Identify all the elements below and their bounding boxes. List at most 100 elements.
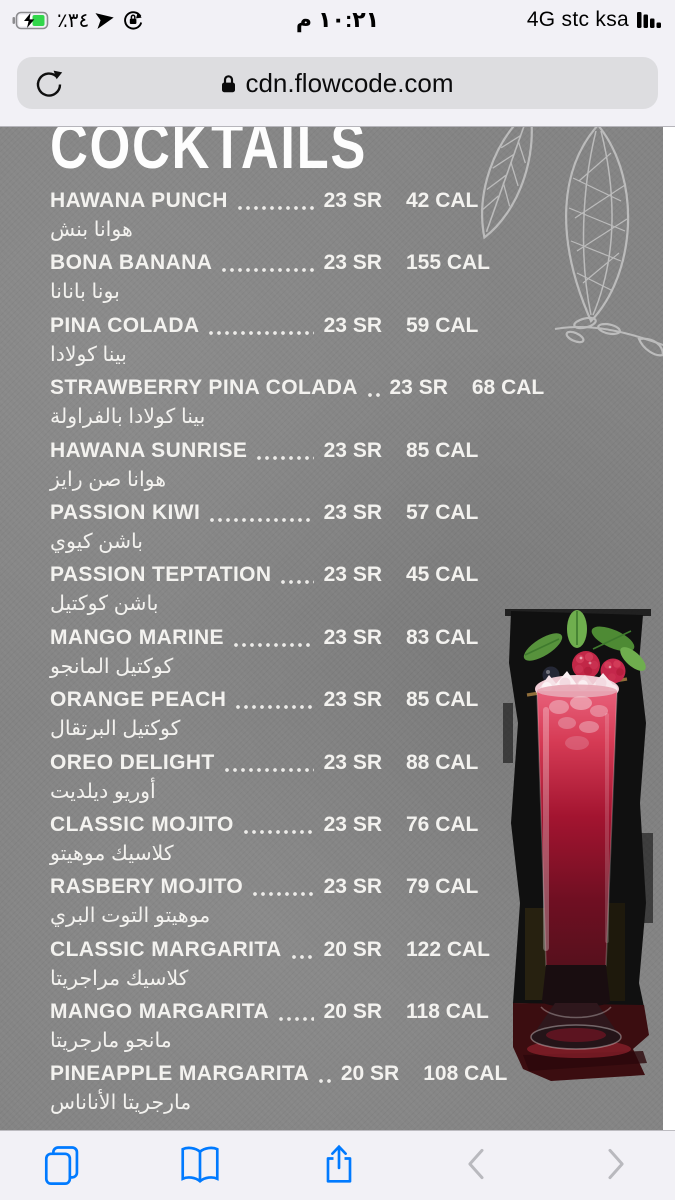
menu-item-name-arabic: مارجريتا الأناناس	[50, 1091, 192, 1115]
menu-item-name: HAWANA PUNCH	[50, 189, 228, 212]
status-bar-left: ٪٣٤	[12, 8, 296, 33]
dotted-leader	[255, 453, 314, 462]
menu-item: PINA COLADA 23 SR 59 CAL بينا كولادا	[50, 314, 490, 376]
berry-garnish	[542, 651, 626, 684]
ice-in-glass	[549, 696, 608, 750]
menu-item-calories: 88 CAL	[406, 750, 479, 774]
menu-item-name-arabic: أوريو ديلديت	[50, 779, 156, 803]
dotted-leader	[317, 1077, 332, 1086]
back-button[interactable]	[453, 1140, 501, 1188]
menu-list: HAWANA PUNCH 23 SR 42 CAL هوانا بنش BONA…	[0, 189, 663, 1125]
dotted-leader	[222, 765, 314, 774]
webpage-menu: COCKTAILS HAWANA PUNCH 23 SR 42 CAL هوان…	[0, 127, 663, 1130]
menu-item-calories: 85 CAL	[406, 688, 479, 712]
dotted-leader	[234, 703, 314, 712]
menu-item-name-arabic: بينا كولادا بالفراولة	[50, 405, 206, 429]
menu-item-calories: 57 CAL	[406, 500, 479, 524]
menu-item-calories: 83 CAL	[406, 625, 479, 649]
page-title: COCKTAILS	[50, 127, 367, 183]
menu-item-line: PASSION KIWI 23 SR 57 CAL	[50, 501, 490, 528]
menu-item-name-arabic: بونا بانانا	[50, 280, 120, 304]
menu-item-price: 23 SR	[323, 875, 382, 899]
menu-item-calories: 42 CAL	[406, 189, 479, 212]
menu-item-name: MANGO MARGARITA	[50, 1000, 270, 1024]
menu-item-line: RASBERY MOJITO 23 SR 79 CAL	[50, 875, 490, 902]
menu-item-name-arabic: باشن كيوي	[50, 529, 144, 553]
menu-item: MANGO MARINE 23 SR 83 CAL كوكتيل المانجو	[50, 626, 490, 688]
bookmarks-button[interactable]	[176, 1140, 224, 1188]
share-icon	[326, 1144, 351, 1183]
dotted-leader	[231, 640, 314, 649]
status-bar-clock: ١٠:٢١ م	[295, 7, 380, 32]
menu-item-price: 23 SR	[323, 500, 382, 524]
tabs-button[interactable]	[38, 1140, 86, 1188]
menu-item: OREO DELIGHT 23 SR 88 CAL أوريو ديلديت	[50, 751, 490, 813]
menu-item-name: PASSION TEPTATION	[50, 563, 272, 587]
reload-button[interactable]	[33, 67, 65, 99]
menu-item-name: PINEAPPLE MARGARITA	[50, 1062, 310, 1086]
menu-item-name-arabic: كلاسيك مراجريتا	[50, 966, 189, 990]
location-arrow-icon	[95, 13, 114, 30]
mint-garnish	[523, 610, 646, 671]
menu-item-name: ORANGE PEACH	[50, 688, 227, 712]
tabs-icon	[44, 1145, 79, 1185]
forward-button[interactable]	[591, 1140, 639, 1188]
menu-item: PASSION TEPTATION 23 SR 45 CAL باشن كوكت…	[50, 563, 490, 625]
menu-item-name-arabic: كلاسيك موهيتو	[50, 841, 174, 865]
menu-item-price: 20 SR	[340, 1062, 400, 1086]
menu-item-price: 23 SR	[323, 563, 382, 587]
lock-icon	[222, 74, 236, 92]
safari-toolbar	[0, 1130, 675, 1200]
menu-item-line: CLASSIC MARGARITA 20 SR 122 CAL	[50, 938, 490, 965]
menu-item-name: CLASSIC MOJITO	[50, 812, 234, 836]
charging-bolt-icon	[24, 12, 35, 28]
status-bar-right: 4G stc ksa	[379, 8, 663, 32]
menu-item-calories: 45 CAL	[406, 563, 479, 587]
menu-item: STRAWBERRY PINA COLADA 23 SR 68 CAL بينا…	[50, 376, 544, 438]
menu-item-name-arabic: هوانا صن رايز	[50, 467, 167, 491]
battery-icon	[12, 11, 49, 29]
menu-item-line: STRAWBERRY PINA COLADA 23 SR 68 CAL	[50, 376, 544, 403]
share-button[interactable]	[315, 1140, 363, 1188]
dotted-leader	[241, 827, 314, 836]
safari-header: cdn.flowcode.com	[0, 40, 675, 127]
orientation-lock-icon	[124, 11, 143, 30]
url-domain: cdn.flowcode.com	[245, 67, 454, 98]
menu-item-name-arabic: مانجو مارجريتا	[50, 1029, 172, 1053]
menu-item: PASSION KIWI 23 SR 57 CAL باشن كيوي	[50, 501, 490, 563]
reload-icon	[36, 70, 63, 97]
menu-item-name: PASSION KIWI	[50, 500, 201, 524]
menu-item-name-arabic: بينا كولادا	[50, 342, 127, 366]
dotted-leader	[220, 266, 314, 275]
status-bar: ٪٣٤ ١٠:٢١ م 4G stc ksa	[0, 0, 675, 40]
menu-item-calories: 108 CAL	[423, 1062, 508, 1086]
menu-item-calories: 59 CAL	[406, 313, 479, 337]
menu-item: CLASSIC MOJITO 23 SR 76 CAL كلاسيك موهيت…	[50, 813, 490, 875]
menu-item-calories: 155 CAL	[405, 251, 490, 275]
menu-item: RASBERY MOJITO 23 SR 79 CAL موهيتو التوت…	[50, 875, 490, 937]
menu-item-line: MANGO MARGARITA 20 SR 118 CAL	[50, 1000, 490, 1027]
menu-item: HAWANA PUNCH 23 SR 42 CAL هوانا بنش	[50, 189, 490, 251]
dotted-leader	[277, 1015, 314, 1024]
menu-item-name: BONA BANANA	[50, 251, 213, 275]
menu-item-line: MANGO MARINE 23 SR 83 CAL	[50, 626, 490, 653]
dotted-leader	[208, 515, 314, 524]
menu-item-calories: 85 CAL	[406, 438, 479, 462]
menu-item-calories: 122 CAL	[405, 937, 490, 961]
menu-item: HAWANA SUNRISE 23 SR 85 CAL هوانا صن راي…	[50, 439, 490, 501]
menu-item-price: 23 SR	[323, 438, 382, 462]
address-bar[interactable]: cdn.flowcode.com	[17, 57, 658, 109]
menu-item-name: MANGO MARINE	[50, 625, 224, 649]
menu-item: MANGO MARGARITA 20 SR 118 CAL مانجو مارج…	[50, 1000, 490, 1062]
menu-item-line: HAWANA SUNRISE 23 SR 85 CAL	[50, 439, 490, 466]
menu-item-price: 23 SR	[323, 750, 382, 774]
menu-item-name: OREO DELIGHT	[50, 750, 215, 774]
menu-item-line: CLASSIC MOJITO 23 SR 76 CAL	[50, 813, 490, 840]
menu-item-name: PINA COLADA	[50, 313, 200, 337]
menu-item-price: 23 SR	[389, 376, 448, 400]
menu-item-calories: 79 CAL	[406, 875, 479, 899]
menu-item-name: RASBERY MOJITO	[50, 875, 244, 899]
menu-item-price: 23 SR	[323, 313, 382, 337]
menu-item-line: PINA COLADA 23 SR 59 CAL	[50, 314, 490, 341]
dotted-leader	[279, 578, 314, 587]
